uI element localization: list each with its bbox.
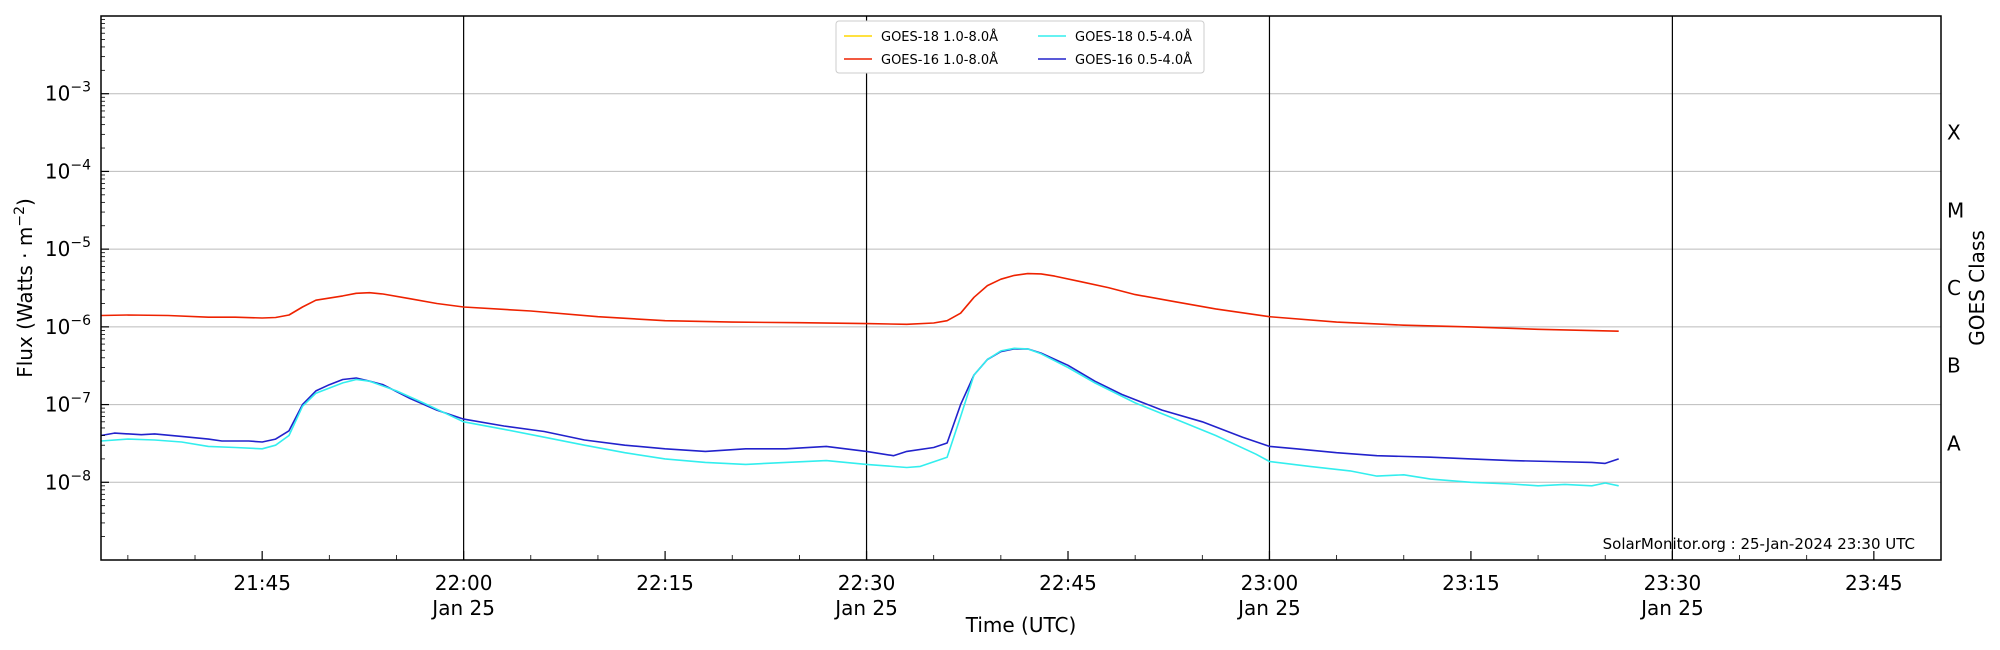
goes-class-m: M (1947, 198, 1964, 222)
goes-class-x: X (1947, 121, 1961, 145)
y-tick-label-3: 10−5 (45, 235, 91, 261)
y-tick-label-5: 10−3 (45, 80, 91, 106)
y-axis-title-main: Flux (Watts · m (13, 227, 37, 378)
series-line-1 (100, 348, 1619, 465)
x-tick-label-7: 23:30 (1644, 571, 1702, 595)
legend-label-2: GOES-16 1.0-8.0Å (881, 52, 998, 68)
x-tick-label-4: 22:45 (1039, 571, 1097, 595)
y-axis-title: Flux (Watts · m−2) (12, 198, 37, 378)
x-tick-label-8: 23:45 (1845, 571, 1903, 595)
x-tick-label-0: 21:45 (233, 571, 291, 595)
x-tick-label-1: 22:00 (435, 571, 493, 595)
y-axis-title-sup: −2 (12, 206, 28, 227)
tick-layer (101, 19, 1942, 560)
x-tick-label-3: 22:30 (838, 571, 896, 595)
y-tick-label-2: 10−6 (45, 313, 91, 339)
goes-class-axis-title: GOES Class (1965, 230, 1989, 346)
x-tick-sublabel-7: Jan 25 (1639, 596, 1704, 620)
series-line-0 (100, 272, 1619, 332)
x-axis-title: Time (UTC) (965, 613, 1077, 637)
series-line-2 (100, 347, 1619, 487)
plot-frame (100, 15, 1942, 561)
legend-box (835, 20, 1205, 74)
grid-layer (101, 93, 1941, 483)
y-axis-title-close: ) (13, 198, 37, 206)
x-tick-label-5: 23:00 (1241, 571, 1299, 595)
x-tick-sublabel-5: Jan 25 (1236, 596, 1301, 620)
y-tick-label-1: 10−7 (45, 391, 91, 417)
day-lines (463, 16, 1673, 560)
x-tick-label-6: 23:15 (1442, 571, 1500, 595)
goes-class-labels: A B C M X (1947, 121, 1964, 456)
x-tick-sublabel-1: Jan 25 (430, 596, 495, 620)
y-tick-label-0: 10−8 (45, 468, 91, 494)
series-layer (100, 272, 1619, 487)
goes-class-c: C (1947, 276, 1961, 300)
goes-class-a: A (1947, 431, 1961, 455)
x-tick-label-2: 22:15 (636, 571, 694, 595)
legend-label-0: GOES-18 1.0-8.0Å (881, 29, 998, 45)
x-tick-sublabel-3: Jan 25 (833, 596, 898, 620)
legend-label-3: GOES-16 0.5-4.0Å (1075, 52, 1192, 68)
credit-annotation: SolarMonitor.org : 25-Jan-2024 23:30 UTC (1603, 535, 1915, 553)
legend: GOES-18 1.0-8.0Å GOES-18 0.5-4.0Å GOES-1… (835, 20, 1205, 74)
goes-class-b: B (1947, 354, 1961, 378)
legend-label-1: GOES-18 0.5-4.0Å (1075, 29, 1192, 45)
y-tick-label-4: 10−4 (45, 157, 91, 183)
